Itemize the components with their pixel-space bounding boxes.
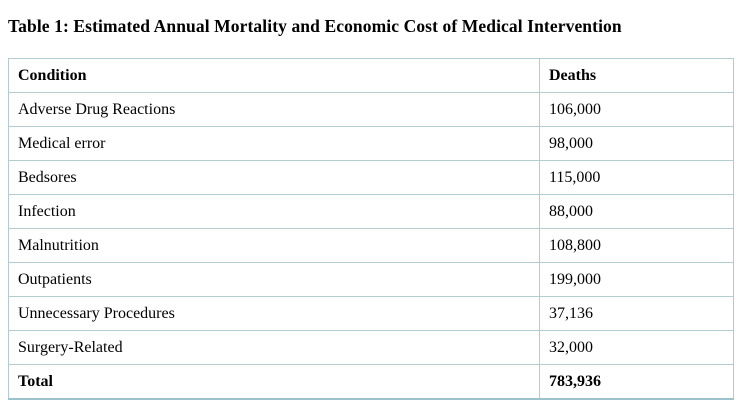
table-total-row: Total 783,936 xyxy=(8,364,734,400)
condition-cell: Adverse Drug Reactions xyxy=(8,92,540,127)
table-row: Bedsores 115,000 xyxy=(8,160,734,195)
condition-cell: Malnutrition xyxy=(8,228,540,263)
deaths-cell: 106,000 xyxy=(539,92,734,127)
page-title: Table 1: Estimated Annual Mortality and … xyxy=(8,16,622,36)
column-header-deaths: Deaths xyxy=(539,58,734,93)
deaths-cell: 108,800 xyxy=(539,228,734,263)
table-row: Adverse Drug Reactions 106,000 xyxy=(8,92,734,127)
table-row: Malnutrition 108,800 xyxy=(8,228,734,263)
deaths-cell: 115,000 xyxy=(539,160,734,195)
table-row: Outpatients 199,000 xyxy=(8,262,734,297)
deaths-cell: 88,000 xyxy=(539,194,734,229)
deaths-cell: 32,000 xyxy=(539,330,734,365)
condition-cell: Surgery-Related xyxy=(8,330,540,365)
condition-cell: Bedsores xyxy=(8,160,540,195)
mortality-cost-table: Condition Deaths Adverse Drug Reactions … xyxy=(8,58,734,400)
deaths-cell: 37,136 xyxy=(539,296,734,331)
condition-cell: Medical error xyxy=(8,126,540,161)
total-deaths-cell: 783,936 xyxy=(539,364,734,400)
deaths-cell: 98,000 xyxy=(539,126,734,161)
deaths-cell: 199,000 xyxy=(539,262,734,297)
condition-cell: Infection xyxy=(8,194,540,229)
condition-cell: Outpatients xyxy=(8,262,540,297)
table-header-row: Condition Deaths xyxy=(8,58,734,93)
total-label-cell: Total xyxy=(8,364,540,400)
table-row: Surgery-Related 32,000 xyxy=(8,330,734,365)
table-row: Medical error 98,000 xyxy=(8,126,734,161)
table-row: Infection 88,000 xyxy=(8,194,734,229)
table-row: Unnecessary Procedures 37,136 xyxy=(8,296,734,331)
condition-cell: Unnecessary Procedures xyxy=(8,296,540,331)
column-header-condition: Condition xyxy=(8,58,540,93)
